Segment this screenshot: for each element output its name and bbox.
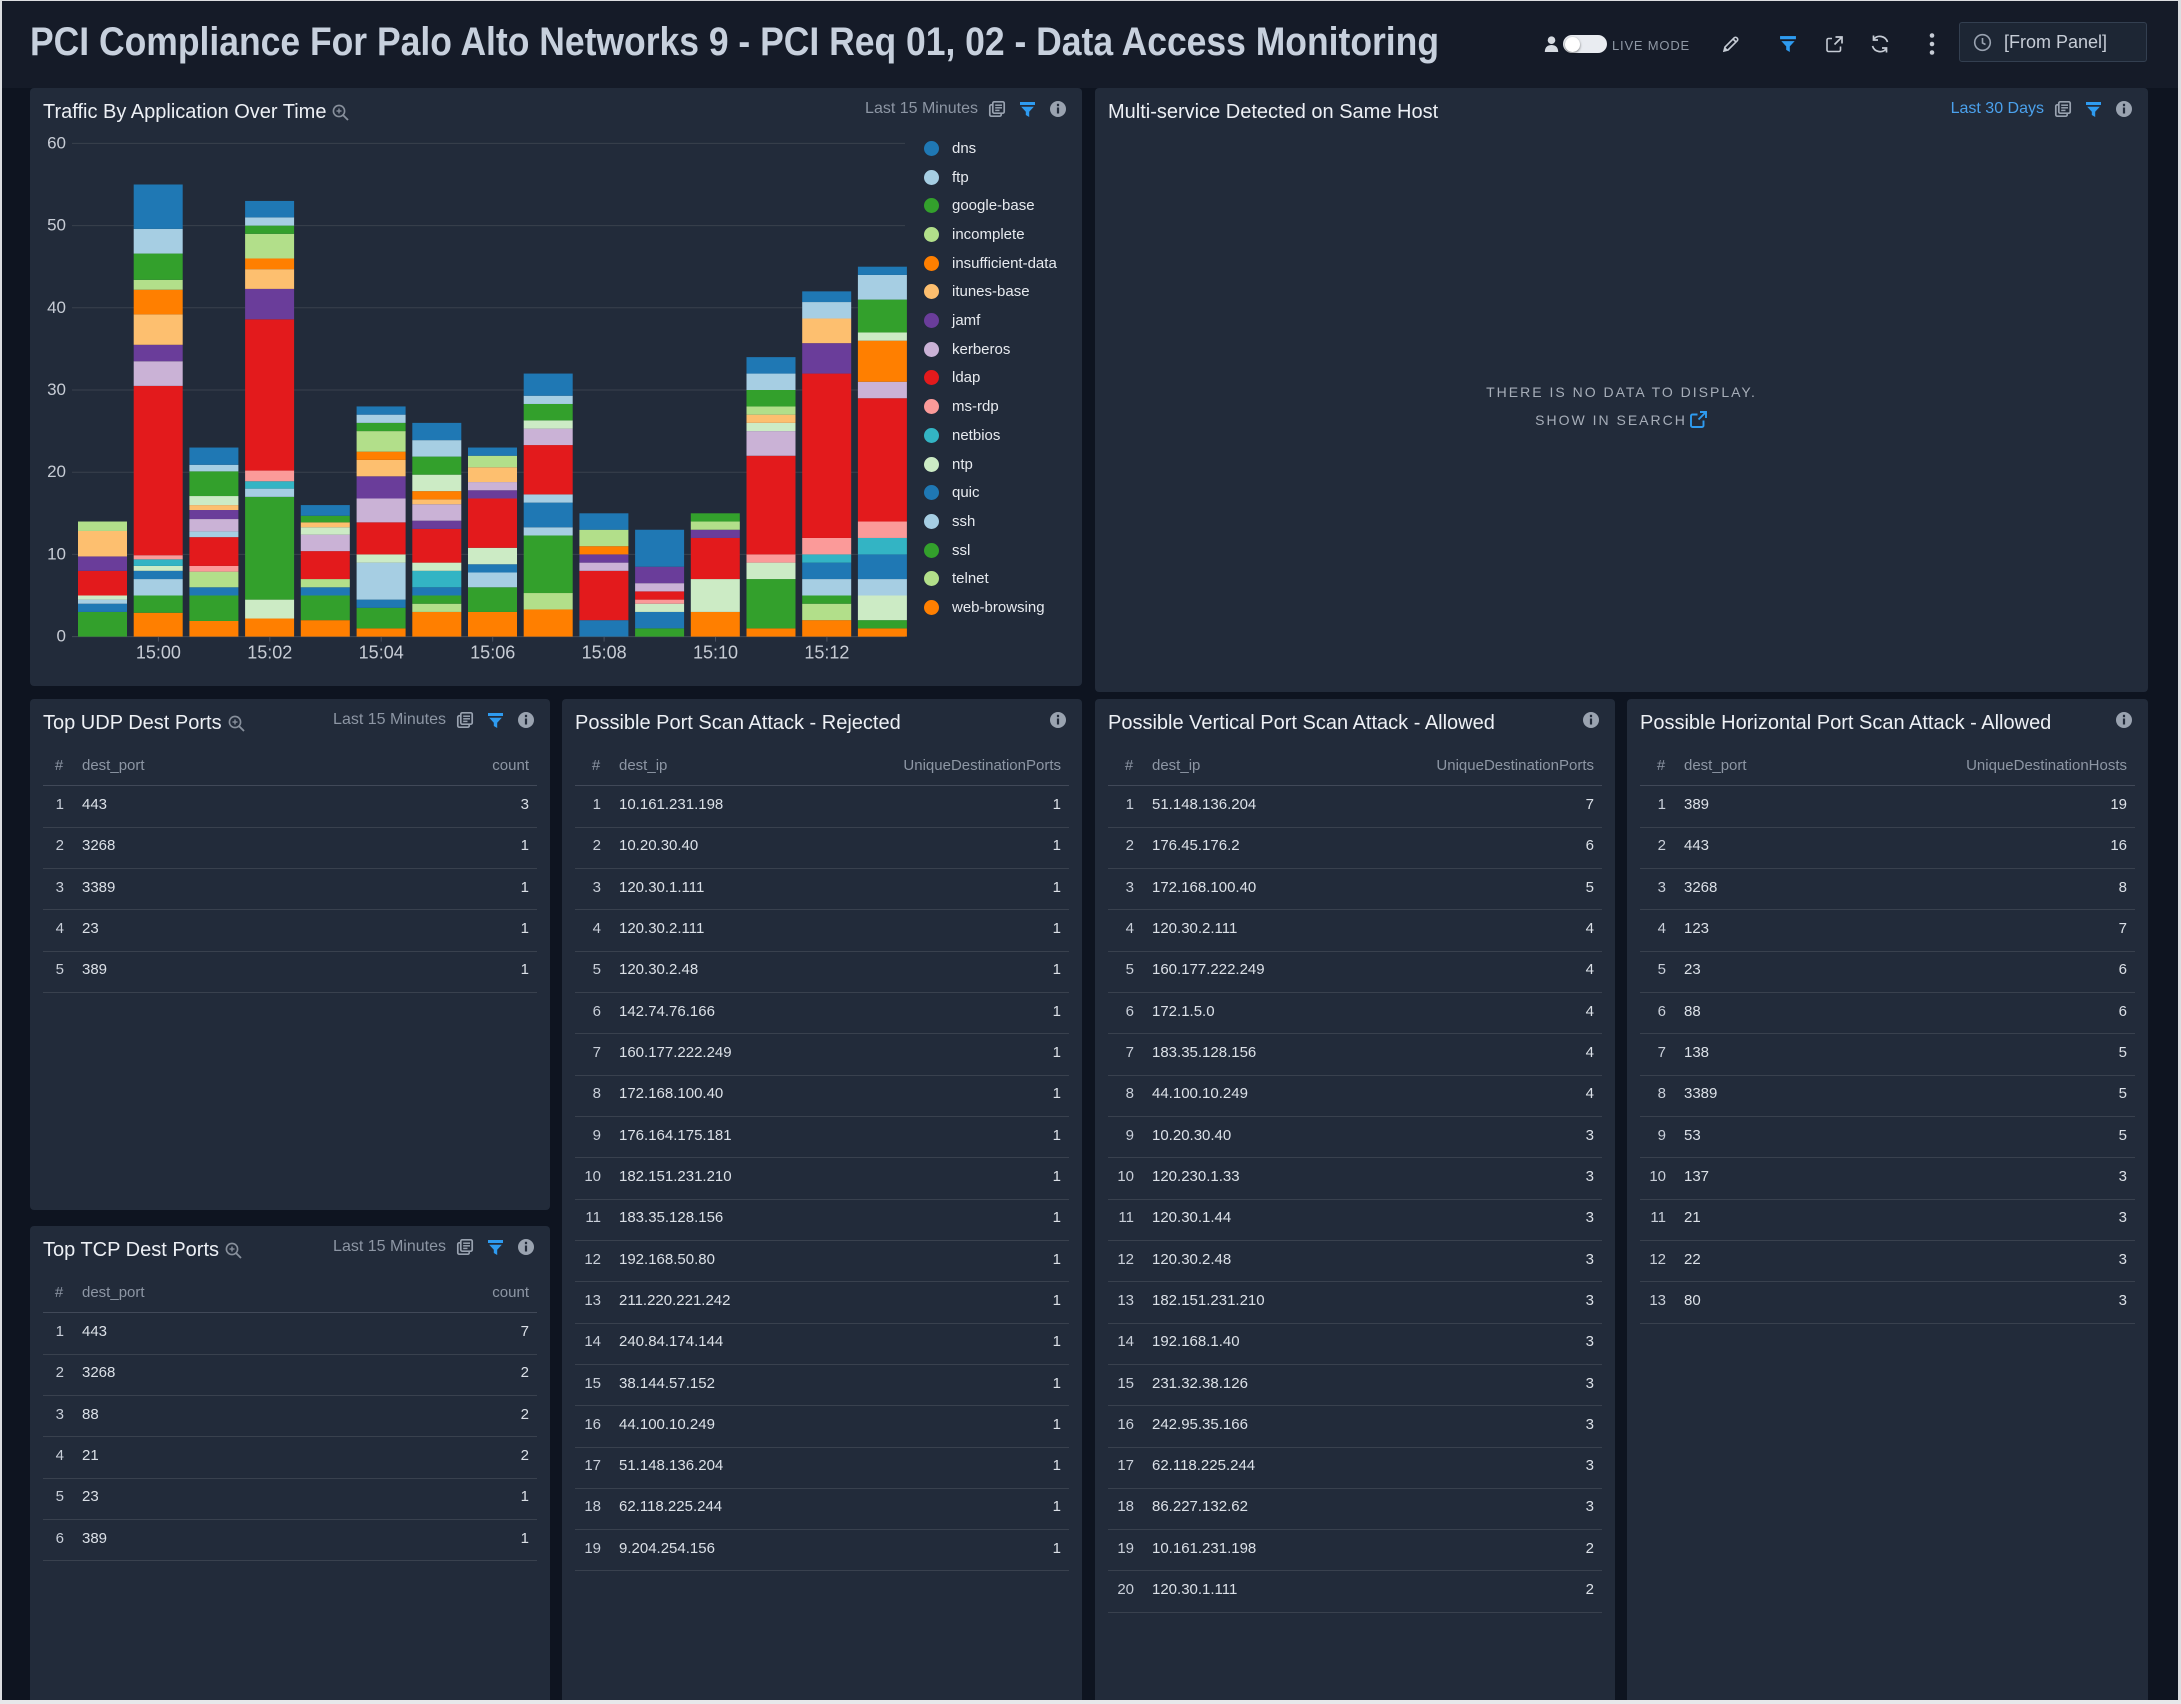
svg-text:30: 30 bbox=[47, 380, 66, 399]
svg-text:20: 20 bbox=[47, 462, 66, 481]
svg-text:15:10: 15:10 bbox=[693, 643, 738, 663]
svg-text:15:12: 15:12 bbox=[804, 643, 849, 663]
svg-text:50: 50 bbox=[47, 216, 66, 235]
svg-text:15:02: 15:02 bbox=[247, 643, 292, 663]
svg-text:15:06: 15:06 bbox=[470, 643, 515, 663]
svg-text:40: 40 bbox=[47, 298, 66, 317]
svg-text:0: 0 bbox=[57, 627, 66, 646]
svg-text:60: 60 bbox=[47, 133, 66, 152]
svg-text:15:08: 15:08 bbox=[582, 643, 627, 663]
svg-text:15:00: 15:00 bbox=[136, 643, 181, 663]
svg-text:15:04: 15:04 bbox=[359, 643, 404, 663]
svg-text:10: 10 bbox=[47, 544, 66, 563]
